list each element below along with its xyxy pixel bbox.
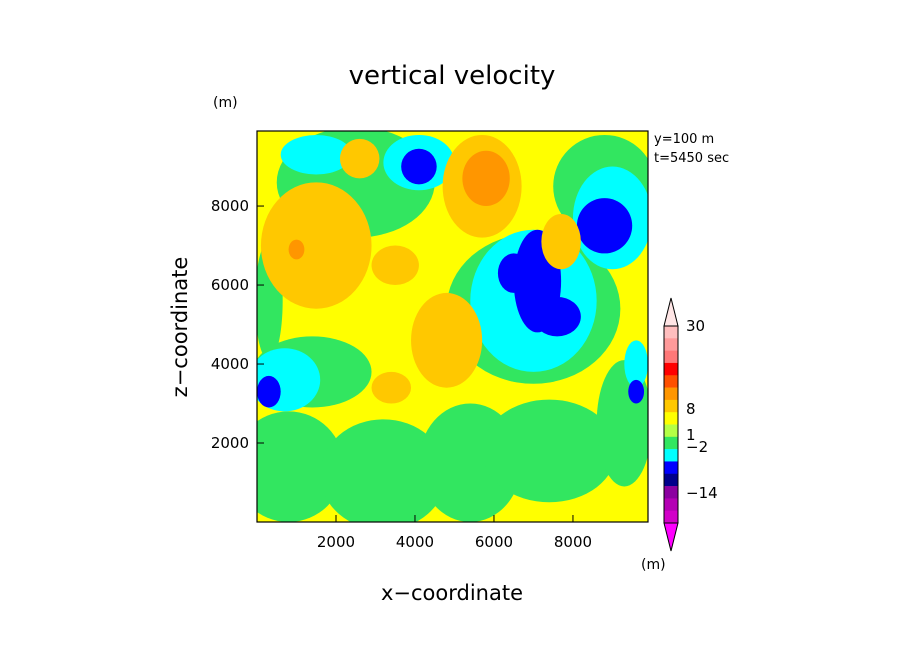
colorbar-segment-6 xyxy=(664,399,678,413)
colorbar-segment-0 xyxy=(664,326,678,339)
colorbar-segment-12 xyxy=(664,473,678,487)
colorbar-top-arrow xyxy=(663,297,679,327)
contour-region-16 xyxy=(257,375,281,408)
colorbar-segment-1 xyxy=(664,338,678,351)
contour-region-3 xyxy=(482,399,617,503)
y-tick-label: 4000 xyxy=(211,355,249,373)
contour-region-30 xyxy=(462,150,510,207)
y-tick-label: 6000 xyxy=(211,276,249,294)
colorbar-tick-label: −2 xyxy=(686,438,708,456)
contour-region-28 xyxy=(339,138,380,179)
contour-region-21 xyxy=(401,148,437,185)
colorbar-segment-7 xyxy=(664,412,678,425)
y-axis-unit: (m) xyxy=(213,95,238,111)
x-axis-label: x−coordinate xyxy=(381,581,523,605)
colorbar-tick-label: −14 xyxy=(686,484,718,502)
colorbar-segment-3 xyxy=(664,362,678,376)
x-axis-ticks: 2000 4000 6000 8000 xyxy=(317,515,592,551)
plot-area xyxy=(256,130,649,523)
contour-region-18 xyxy=(533,296,581,337)
contour-region-29 xyxy=(371,371,412,404)
colorbar-segment-4 xyxy=(664,375,678,388)
colorbar-tick-label: 1 xyxy=(686,426,696,444)
contour-region-0 xyxy=(257,411,344,522)
contour-region-24 xyxy=(411,292,483,388)
colorbar xyxy=(663,297,679,552)
colorbar-segment-14 xyxy=(664,498,678,511)
y-axis-label: z−coordinate xyxy=(168,257,192,398)
colorbar-segment-11 xyxy=(664,461,678,475)
contour-region-26 xyxy=(541,213,581,270)
x-tick-label: 4000 xyxy=(396,533,434,551)
colorbar-segment-5 xyxy=(664,387,678,401)
contour-region-10 xyxy=(257,348,321,412)
colorbar-segment-8 xyxy=(664,424,678,438)
x-tick-label: 6000 xyxy=(475,533,513,551)
colorbar-bottom-arrow xyxy=(663,522,679,552)
colorbar-tick-labels: 30 8 1−2 −14 xyxy=(686,317,718,502)
colorbar-segment-2 xyxy=(664,350,678,364)
annotation-time: t=5450 sec xyxy=(654,151,729,166)
annotation-y-position: y=100 m xyxy=(654,132,714,147)
colorbar-segment-9 xyxy=(664,436,678,450)
y-tick-label: 8000 xyxy=(211,197,249,215)
colorbar-segment-10 xyxy=(664,449,678,462)
contour-region-23 xyxy=(260,182,372,309)
colorbar-unit: (m) xyxy=(641,557,666,573)
contour-region-15 xyxy=(624,340,648,388)
contour-region-31 xyxy=(288,239,305,260)
contour-region-1 xyxy=(320,419,447,522)
contour-regions xyxy=(257,131,648,522)
colorbar-segment-13 xyxy=(664,486,678,499)
plot-frame xyxy=(256,130,649,523)
x-tick-label: 2000 xyxy=(317,533,355,551)
x-tick-label: 8000 xyxy=(554,533,592,551)
colorbar-tick-label: 8 xyxy=(686,400,696,418)
colorbar-tick-label: 30 xyxy=(686,317,705,335)
colorbar-segment-15 xyxy=(664,510,678,524)
contour-region-13 xyxy=(280,134,352,175)
y-axis-ticks: 2000 4000 6000 8000 xyxy=(211,197,264,452)
y-tick-label: 2000 xyxy=(211,434,249,452)
colorbar-frame xyxy=(663,325,679,524)
contour-region-22 xyxy=(628,379,645,404)
contour-region-20 xyxy=(576,198,633,254)
contour-region-27 xyxy=(371,245,419,286)
contour-region-19 xyxy=(497,253,530,293)
chart-title: vertical velocity xyxy=(349,61,556,91)
